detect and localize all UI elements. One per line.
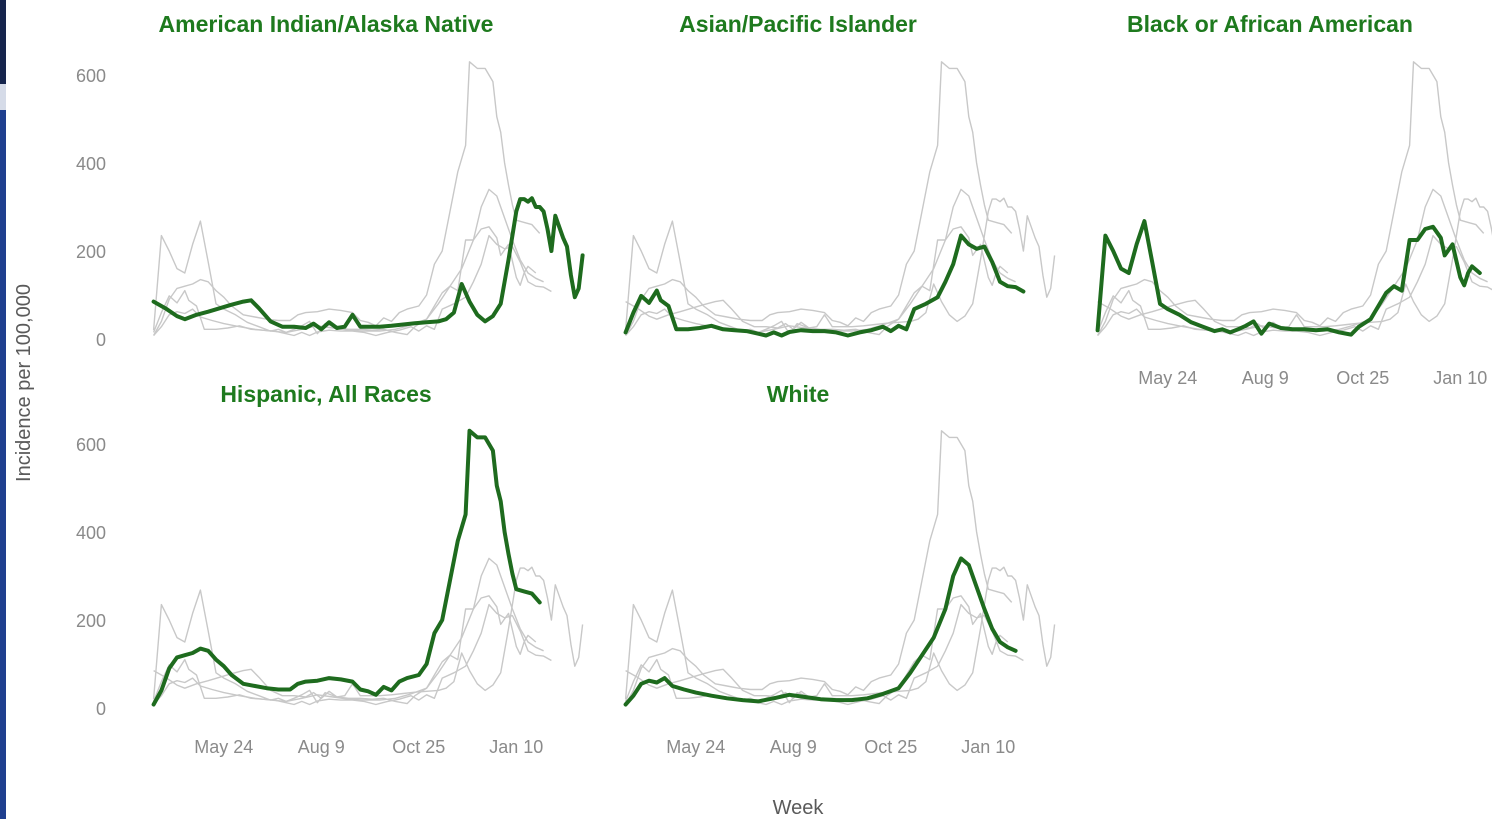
panel-5: White May 24 Aug 9 Oct 25 Jan 10 <box>623 381 1056 757</box>
panel-title: Hispanic, All Races <box>220 381 431 407</box>
panel-2: Asian/Pacific Islander <box>623 11 1056 338</box>
background-series-line <box>153 188 544 336</box>
x-tick-label: Aug 9 <box>1242 368 1289 388</box>
highlight-series-line <box>151 196 585 332</box>
background-series-line <box>152 220 537 336</box>
x-axis-label: Week <box>773 797 825 819</box>
highlight-series-line <box>151 428 542 707</box>
x-tick-label: Aug 9 <box>298 737 345 757</box>
y-tick-label: 200 <box>76 242 106 262</box>
y-tick-label: 400 <box>76 154 106 174</box>
highlight-series-line <box>623 233 1026 338</box>
x-tick-label: Jan 10 <box>489 737 543 757</box>
left-accent-bar-top <box>0 0 6 84</box>
panel-title: Black or African American <box>1127 11 1413 37</box>
background-series-line <box>624 589 1009 705</box>
panel-title: American Indian/Alaska Native <box>159 11 494 37</box>
x-tick-label: Jan 10 <box>961 737 1015 757</box>
background-series-line <box>152 234 552 337</box>
y-axis-label: Incidence per 100,000 <box>13 284 35 482</box>
background-series-line <box>153 566 584 699</box>
background-series-line <box>153 557 544 705</box>
x-tick-label: May 24 <box>1138 368 1197 388</box>
y-tick-label: 200 <box>76 611 106 631</box>
background-series-line <box>1096 61 1485 336</box>
background-series-line <box>625 188 1016 336</box>
background-series-line <box>624 220 1009 336</box>
background-series-line <box>624 61 1013 336</box>
y-tick-label: 0 <box>96 330 106 350</box>
background-series-line <box>1096 234 1492 337</box>
x-tick-label: Oct 25 <box>1336 368 1389 388</box>
highlight-series-line <box>623 556 1018 707</box>
background-series-line <box>624 430 1013 705</box>
x-tick-label: Oct 25 <box>392 737 445 757</box>
panel-title: White <box>767 381 830 407</box>
y-tick-label: 0 <box>96 699 106 719</box>
background-series-line <box>152 61 541 336</box>
highlight-series-line <box>1095 219 1482 337</box>
background-series-line <box>152 603 552 706</box>
background-series-line <box>625 566 1056 699</box>
y-tick-label: 400 <box>76 523 106 543</box>
y-tick-label: 600 <box>76 66 106 86</box>
background-series-line <box>625 197 1056 330</box>
left-accent-bar <box>0 0 6 819</box>
x-tick-label: Oct 25 <box>864 737 917 757</box>
background-series-line <box>152 589 537 705</box>
plot-layer: American Indian/Alaska Native0200400600A… <box>76 11 1492 757</box>
x-tick-label: Jan 10 <box>1433 368 1487 388</box>
panel-title: Asian/Pacific Islander <box>679 11 917 37</box>
x-tick-label: May 24 <box>666 737 725 757</box>
panel-1: American Indian/Alaska Native 0 200 400 600 <box>76 11 585 350</box>
panel-3: Black or African American May 24 Aug 9 Oct … <box>1095 11 1492 388</box>
left-accent-bar-gap <box>0 84 6 110</box>
background-series-line <box>1097 188 1488 336</box>
x-tick-label: Aug 9 <box>770 737 817 757</box>
x-tick-label: May 24 <box>194 737 253 757</box>
y-tick-label: 600 <box>76 435 106 455</box>
panel-4: Hispanic, All Races 0 200 400 600 May 24 Aug 9… <box>76 381 584 757</box>
background-series-line <box>1097 197 1492 330</box>
